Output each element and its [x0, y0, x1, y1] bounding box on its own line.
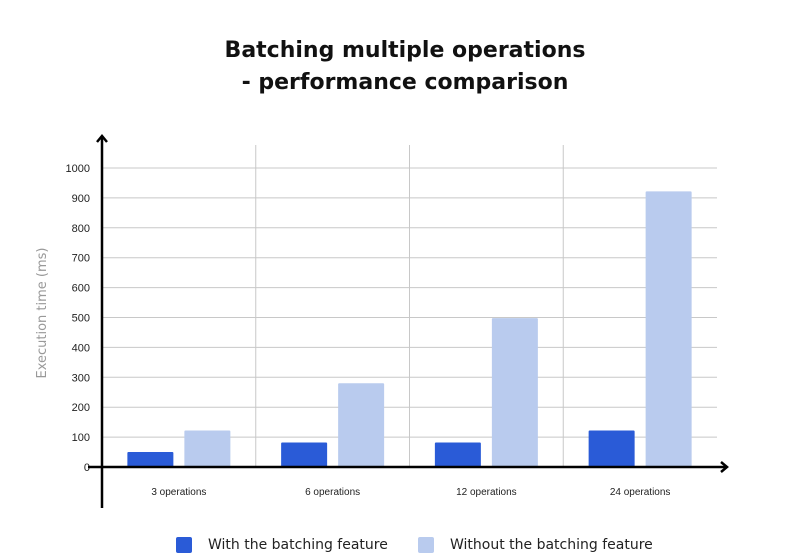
legend-item-without-batching: Without the batching feature: [418, 534, 653, 556]
y-tick-label: 800: [72, 223, 90, 235]
y-tick-label: 200: [72, 402, 90, 414]
y-tick-label: 100: [72, 432, 90, 444]
y-tick-label: 0: [84, 462, 90, 474]
x-tick-label: 24 operations: [610, 487, 671, 498]
bar-with-batching: [281, 442, 328, 467]
legend-swatch-with-batching: [176, 537, 192, 553]
y-tick-label: 1000: [66, 163, 90, 175]
y-tick-label: 300: [72, 372, 90, 384]
y-axis-arrow: [96, 134, 108, 143]
x-axis-arrow: [720, 461, 729, 473]
y-tick-label: 900: [72, 193, 90, 205]
y-tick-label: 700: [72, 253, 90, 265]
y-axis-label: Execution time (ms): [35, 247, 50, 378]
bar-with-batching: [588, 430, 635, 467]
bar-without-batching: [491, 318, 538, 467]
x-tick-label: 12 operations: [456, 487, 517, 498]
legend-label-with-batching: With the batching feature: [208, 537, 388, 553]
x-tick-label: 6 operations: [305, 487, 360, 498]
x-tick-label: 3 operations: [151, 487, 206, 498]
bar-with-batching: [434, 442, 481, 467]
y-tick-label: 600: [72, 283, 90, 295]
bar-without-batching: [645, 191, 692, 467]
y-tick-label: 500: [72, 313, 90, 325]
bar-without-batching: [338, 383, 385, 467]
chart-title-line2: - performance comparison: [241, 70, 569, 95]
y-tick-label: 400: [72, 342, 90, 354]
legend-swatch-without-batching: [418, 537, 434, 553]
bar-with-batching: [127, 452, 174, 467]
legend-item-with-batching: With the batching feature: [176, 534, 388, 556]
chart-title-line1: Batching multiple operations: [224, 38, 586, 63]
legend-label-without-batching: Without the batching feature: [450, 537, 653, 553]
bar-without-batching: [184, 430, 231, 467]
